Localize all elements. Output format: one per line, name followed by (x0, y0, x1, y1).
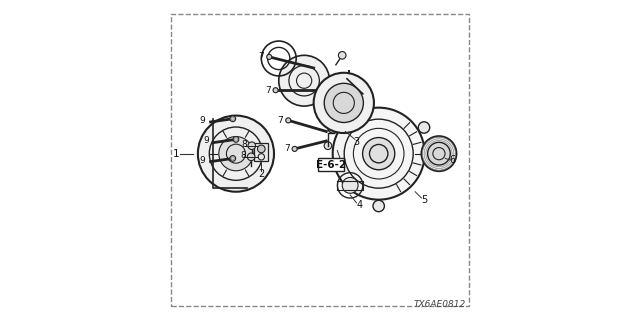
Circle shape (324, 142, 332, 149)
Circle shape (333, 108, 425, 200)
Circle shape (233, 137, 239, 142)
Circle shape (422, 136, 456, 171)
Circle shape (342, 178, 358, 193)
Circle shape (314, 73, 374, 133)
Circle shape (373, 200, 385, 212)
Text: 1: 1 (172, 149, 179, 159)
Text: 6: 6 (449, 155, 456, 165)
Circle shape (273, 88, 278, 93)
Circle shape (230, 116, 236, 122)
Circle shape (324, 83, 364, 123)
Text: 9: 9 (200, 116, 205, 125)
Text: 9: 9 (200, 156, 205, 164)
Polygon shape (254, 143, 268, 161)
Text: E-6-2: E-6-2 (316, 160, 346, 170)
Text: 4: 4 (356, 200, 363, 210)
Text: 8: 8 (241, 151, 246, 160)
Circle shape (428, 142, 451, 165)
Circle shape (230, 156, 236, 161)
Circle shape (363, 138, 395, 170)
Text: 7: 7 (259, 52, 264, 61)
Circle shape (267, 54, 272, 60)
Circle shape (419, 122, 429, 133)
Circle shape (285, 118, 291, 123)
Text: 7: 7 (284, 144, 289, 153)
Circle shape (292, 146, 297, 151)
Text: 7: 7 (265, 86, 271, 95)
Circle shape (198, 116, 274, 192)
Circle shape (279, 55, 330, 106)
Circle shape (339, 52, 346, 59)
Circle shape (248, 142, 255, 149)
Circle shape (257, 145, 265, 153)
Text: 2: 2 (258, 169, 264, 179)
Text: 9: 9 (203, 136, 209, 146)
Text: 7: 7 (278, 116, 284, 125)
Circle shape (328, 122, 339, 133)
FancyBboxPatch shape (319, 158, 344, 171)
Text: 8: 8 (241, 140, 247, 148)
Text: 5: 5 (421, 195, 427, 205)
Circle shape (247, 153, 255, 161)
Circle shape (219, 137, 253, 171)
Text: TX6AE0812: TX6AE0812 (413, 300, 466, 309)
Text: 3: 3 (353, 137, 360, 147)
